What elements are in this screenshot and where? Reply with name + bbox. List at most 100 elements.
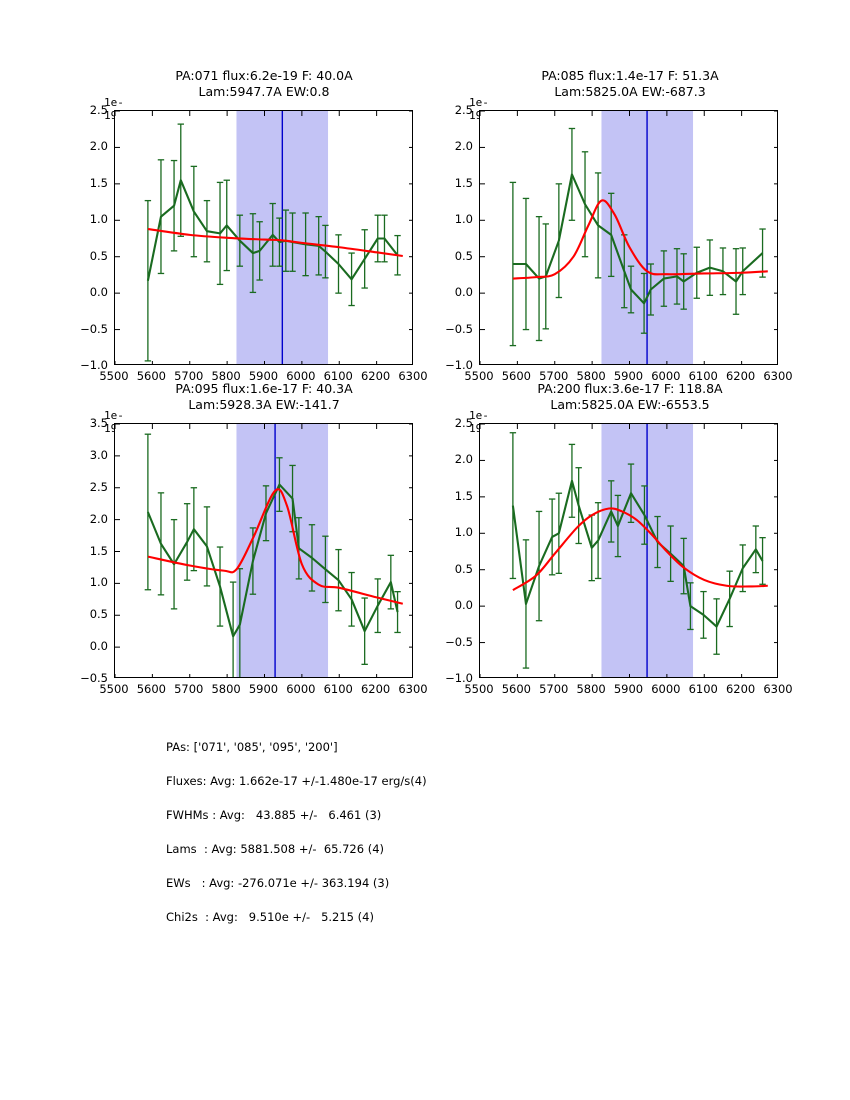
panel-pa085-fit-line	[512, 199, 768, 280]
panel-pa095-xtick-8: 6300	[398, 682, 428, 696]
panel-pa071-xtick-6: 6100	[323, 369, 353, 383]
panel-pa200-xtick-2: 5700	[539, 682, 569, 696]
panel-pa095-ytick-4: 1.5	[89, 543, 108, 558]
panel-pa095-ytick-2: 0.5	[89, 607, 108, 622]
panel-pa200-plot-area	[480, 424, 777, 677]
panel-pa085-ytick-7: 2.5	[454, 103, 473, 117]
panel-pa095-fit-line	[147, 488, 404, 605]
summary-block: PAs: ['071', '085', '095', '200'] Fluxes…	[166, 740, 586, 944]
panel-pa200-xtick-1: 5600	[501, 682, 532, 696]
panel-pa085-exponent: 1e-19	[469, 96, 489, 122]
panel-pa071-ytick-5: 1.5	[89, 175, 108, 190]
summary-line-chi2s: Chi2s : Avg: 9.510e +/- 5.215 (4)	[166, 910, 374, 924]
panel-pa200-ytick-7: 2.5	[454, 416, 473, 430]
panel-pa095-xtick-0: 5500	[99, 682, 129, 696]
panel-pa200-xtick-3: 5800	[576, 682, 606, 696]
panel-pa071-xtick-7: 6200	[360, 369, 391, 383]
panel-pa085-data-line	[512, 173, 764, 305]
panel-pa095-ytick-3: 1.0	[89, 575, 108, 590]
panel-pa071-xtick-1: 5600	[136, 369, 167, 383]
panel-pa095-tick-marks	[115, 424, 412, 677]
panel-pa200-ytick-1: −0.5	[445, 634, 473, 649]
panel-pa085-xtick-1: 5600	[501, 369, 532, 383]
panel-pa200-exponent: 1e-19	[469, 409, 489, 435]
panel-pa200-ytick-0: −1.0	[445, 671, 473, 685]
panel-pa200-ytick-2: 0.0	[454, 598, 473, 613]
panel-pa071-title-line1: PA:071 flux:6.2e-19 F: 40.0A	[175, 68, 353, 83]
panel-pa095-ytick-6: 2.5	[89, 479, 108, 494]
panel-pa200-xtick-7: 6200	[725, 682, 756, 696]
summary-line-fwhms: FWHMs : Avg: 43.885 +/- 6.461 (3)	[166, 808, 382, 822]
panel-pa095-title: PA:095 flux:1.6e-17 F: 40.3A Lam:5928.3A…	[114, 381, 414, 413]
summary-line-pas: PAs: ['071', '085', '095', '200']	[166, 740, 338, 754]
panel-pa095-title-line1: PA:095 flux:1.6e-17 F: 40.3A	[175, 381, 353, 396]
panel-pa071-xtick-5: 6000	[286, 369, 316, 383]
panel-pa200-ytick-3: 0.5	[454, 561, 473, 576]
panel-pa200-fit-line	[512, 507, 768, 592]
summary-line-lams: Lams : Avg: 5881.508 +/- 65.726 (4)	[166, 842, 385, 856]
panel-pa085-ytick-1: −0.5	[445, 321, 473, 336]
panel-pa200-axes	[479, 423, 778, 678]
panel-pa071-axes	[114, 110, 413, 365]
panel-pa095-data-line	[146, 483, 399, 638]
panel-pa071-ytick-3: 0.5	[89, 248, 108, 263]
panel-pa071-xtick-8: 6300	[398, 369, 428, 383]
panel-pa071-xtick-2: 5700	[174, 369, 204, 383]
panel-pa095-exponent: 1e-19	[104, 409, 124, 435]
panel-pa200-xtick-0: 5500	[464, 682, 494, 696]
panel-pa071-tick-marks	[115, 111, 412, 364]
panel-pa085-xtick-8: 6300	[763, 369, 793, 383]
panel-pa085-xtick-6: 6100	[688, 369, 718, 383]
panel-pa071-ytick-2: 0.0	[89, 285, 108, 300]
panel-pa095-xtick-1: 5600	[136, 682, 167, 696]
panel-pa095-ytick-8: 3.5	[89, 416, 108, 430]
summary-line-ews: EWs : Avg: -276.071e +/- 363.194 (3)	[166, 876, 390, 890]
panel-pa200-title: PA:200 flux:3.6e-17 F: 118.8A Lam:5825.0…	[480, 381, 780, 413]
panel-pa085-xtick-5: 6000	[651, 369, 681, 383]
panel-pa085-xtick-2: 5700	[539, 369, 569, 383]
panel-pa200-tick-marks	[480, 424, 777, 677]
panel-pa071-title: PA:071 flux:6.2e-19 F: 40.0A Lam:5947.7A…	[114, 68, 414, 100]
panel-pa200-xtick-8: 6300	[763, 682, 793, 696]
panel-pa200-ytick-5: 1.5	[454, 488, 473, 503]
panel-pa200-title-line1: PA:200 flux:3.6e-17 F: 118.8A	[537, 381, 723, 396]
panel-pa095-line-region-band	[236, 424, 329, 677]
panel-pa085-ytick-6: 2.0	[454, 139, 473, 154]
panel-pa095-xtick-7: 6200	[360, 682, 391, 696]
panel-pa085-xtick-4: 5900	[613, 369, 644, 383]
panel-pa095-xtick-6: 6100	[323, 682, 353, 696]
panel-pa095-title-line2: Lam:5928.3A EW:-141.7	[188, 397, 340, 412]
panel-pa200-xtick-6: 6100	[688, 682, 718, 696]
panel-pa095-xtick-4: 5900	[248, 682, 279, 696]
panel-pa085-ytick-2: 0.0	[454, 285, 473, 300]
panel-pa095-xtick-2: 5700	[174, 682, 204, 696]
panel-pa071-ytick-1: −0.5	[80, 321, 108, 336]
panel-pa071-xtick-3: 5800	[211, 369, 241, 383]
panel-pa071-ytick-4: 1.0	[89, 212, 108, 227]
panel-pa085-xtick-7: 6200	[725, 369, 756, 383]
panel-pa200-ytick-4: 1.0	[454, 525, 473, 540]
panel-pa071-fit-line	[147, 227, 403, 258]
panel-pa095-ytick-7: 3.0	[89, 447, 108, 462]
panel-pa200-xtick-5: 6000	[651, 682, 681, 696]
panel-pa071-ytick-6: 2.0	[89, 139, 108, 154]
panel-pa085-xtick-0: 5500	[464, 369, 494, 383]
panel-pa085-ytick-5: 1.5	[454, 175, 473, 190]
panel-pa085-xtick-3: 5800	[576, 369, 606, 383]
panel-pa071-ytick-0: −1.0	[80, 358, 108, 372]
panel-pa095-ytick-0: −0.5	[80, 671, 108, 685]
panel-pa095-xtick-3: 5800	[211, 682, 241, 696]
panel-pa200-title-line2: Lam:5825.0A EW:-6553.5	[550, 397, 710, 412]
panel-pa085-ytick-4: 1.0	[454, 212, 473, 227]
panel-pa071-xtick-0: 5500	[99, 369, 129, 383]
panel-pa200-xtick-4: 5900	[613, 682, 644, 696]
panel-pa085-ytick-0: −1.0	[445, 358, 473, 372]
panel-pa095-plot-area	[115, 424, 412, 677]
panel-pa200-ytick-6: 2.0	[454, 452, 473, 467]
panel-pa071-xtick-4: 5900	[248, 369, 279, 383]
panel-pa071-exponent: 1e-19	[104, 96, 124, 122]
summary-line-fluxes: Fluxes: Avg: 1.662e-17 +/-1.480e-17 erg/…	[166, 774, 427, 788]
panel-pa095-xtick-5: 6000	[286, 682, 316, 696]
panel-pa085-title-line2: Lam:5825.0A EW:-687.3	[554, 84, 706, 99]
